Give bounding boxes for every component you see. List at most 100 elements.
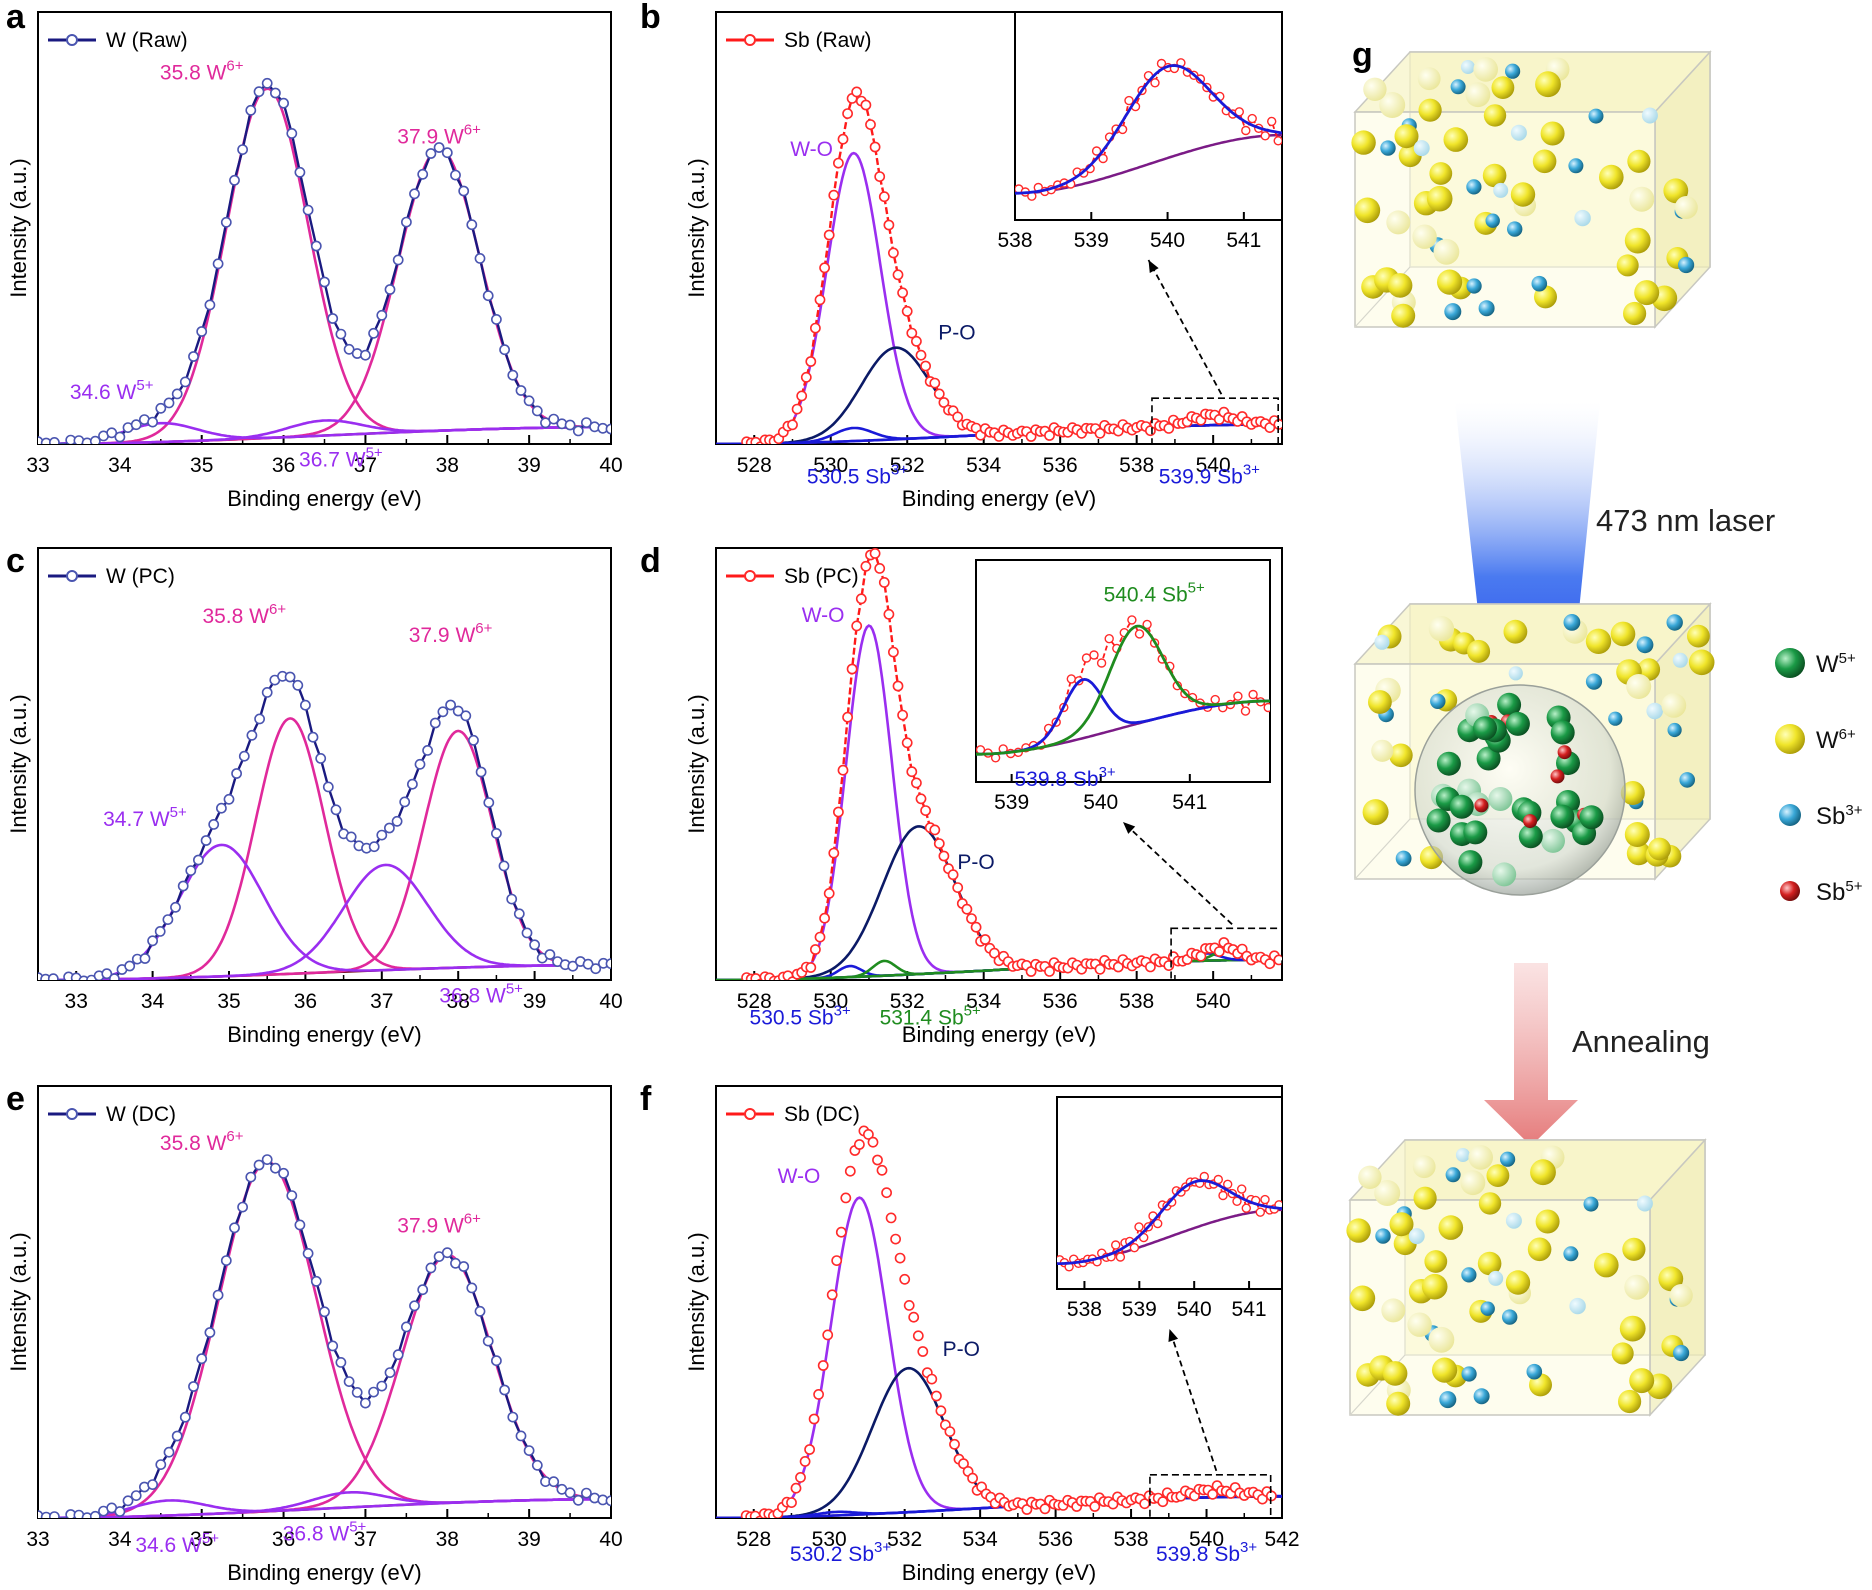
inset-raw-point bbox=[1236, 1184, 1247, 1194]
raw-point bbox=[912, 1330, 924, 1342]
inset-curves bbox=[1057, 1171, 1282, 1272]
raw-point bbox=[860, 560, 872, 572]
raw-point bbox=[78, 975, 90, 980]
raw-point bbox=[915, 793, 927, 805]
plot-frame bbox=[715, 547, 1283, 981]
inset-raw-point bbox=[1066, 674, 1077, 684]
inset-raw-point bbox=[1156, 58, 1167, 69]
sb3-atom bbox=[1500, 1151, 1516, 1167]
sb3-atom bbox=[1585, 673, 1603, 690]
sb3-atom bbox=[1646, 702, 1663, 720]
sb3-atom bbox=[1461, 1267, 1477, 1283]
raw-point bbox=[269, 1162, 281, 1174]
raw-point bbox=[351, 1387, 363, 1398]
w6-atom bbox=[1433, 238, 1460, 265]
cube-raw bbox=[1351, 50, 1712, 329]
w6-atom bbox=[1351, 130, 1376, 155]
raw-point bbox=[368, 327, 379, 339]
panel-letter-f: f bbox=[640, 1080, 652, 1118]
raw-point bbox=[548, 413, 560, 425]
annotation-label-base: 36.8 W bbox=[439, 985, 506, 1008]
x-tick-label: 530 bbox=[813, 990, 848, 1013]
annotation-label-base: 37.9 W bbox=[397, 1215, 464, 1238]
annotation-label-base: W-O bbox=[790, 138, 833, 161]
ion-legend-label: Sb5+ bbox=[1816, 878, 1863, 906]
raw-point bbox=[842, 711, 853, 723]
raw-point bbox=[400, 216, 412, 228]
x-tick-label: 534 bbox=[966, 454, 1001, 477]
raw-point bbox=[515, 385, 527, 396]
w6-atom bbox=[1477, 1251, 1502, 1276]
raw-point bbox=[466, 1282, 478, 1294]
w6-atom bbox=[1473, 57, 1498, 82]
sb3-atom bbox=[1636, 636, 1654, 654]
raw-point bbox=[920, 805, 931, 816]
raw-point bbox=[433, 142, 445, 153]
raw-point bbox=[343, 1376, 355, 1387]
w5-atom bbox=[1497, 692, 1522, 717]
raw-point bbox=[391, 815, 403, 827]
w6-atom bbox=[1483, 104, 1507, 127]
inset-raw-point bbox=[1255, 1207, 1266, 1217]
x-axis-title: Binding energy (eV) bbox=[902, 486, 1096, 511]
inset-raw-point bbox=[1098, 153, 1108, 164]
sb3-atom bbox=[1480, 1301, 1495, 1316]
raw-point bbox=[482, 1335, 494, 1347]
raw-point bbox=[322, 781, 334, 793]
w6-atom bbox=[1594, 1252, 1619, 1278]
raw-point bbox=[302, 204, 314, 216]
raw-point bbox=[897, 709, 908, 721]
raw-point bbox=[897, 287, 908, 299]
x-tick-label: 40 bbox=[599, 454, 622, 477]
x-tick-label: 36 bbox=[272, 454, 295, 477]
x-tick-label: 35 bbox=[190, 1528, 213, 1551]
chart-panel-f: f 528 530 532 534 536 538 540 542 Binding energy … bbox=[640, 1080, 1300, 1585]
raw-point bbox=[294, 1219, 306, 1231]
sb3-atom bbox=[1507, 221, 1523, 237]
raw-point bbox=[196, 1353, 208, 1365]
raw-point bbox=[890, 1233, 901, 1245]
inset-raw-point bbox=[1241, 1203, 1252, 1213]
raw-point bbox=[192, 854, 204, 866]
annotation-label-sup: 3+ bbox=[834, 1002, 851, 1019]
annotation-label-base: P-O bbox=[943, 1338, 980, 1361]
raw-point bbox=[307, 731, 319, 743]
inset-raw-point bbox=[1115, 1252, 1126, 1262]
w6-atom bbox=[1363, 77, 1387, 102]
raw-point bbox=[523, 1445, 535, 1456]
raw-point bbox=[482, 290, 494, 302]
w5-atom bbox=[1449, 794, 1474, 819]
raw-point bbox=[335, 328, 347, 340]
raw-point bbox=[57, 978, 65, 980]
w6-atom bbox=[1624, 822, 1650, 847]
w6-atom bbox=[1460, 1170, 1486, 1196]
raw-point bbox=[162, 914, 174, 925]
raw-point bbox=[822, 1329, 834, 1341]
raw-point bbox=[1094, 427, 1106, 439]
panel-letter-a: a bbox=[6, 0, 26, 36]
w6-atom bbox=[1530, 1159, 1556, 1186]
sb3-atom bbox=[1568, 158, 1584, 174]
raw-point bbox=[490, 1355, 502, 1367]
inset-raw-point bbox=[1260, 1194, 1270, 1205]
w6-atom bbox=[1381, 1298, 1406, 1323]
w6-atom bbox=[1626, 841, 1651, 866]
raw-point bbox=[935, 1405, 947, 1417]
sb3-atom bbox=[1450, 79, 1466, 95]
sb3-atom bbox=[1531, 275, 1548, 292]
raw-point bbox=[949, 1438, 960, 1450]
raw-point bbox=[605, 1495, 611, 1507]
raw-point bbox=[417, 1284, 429, 1296]
w6-atom bbox=[1362, 799, 1389, 826]
x-tick-label: 530 bbox=[812, 1528, 847, 1551]
raw-point bbox=[452, 705, 464, 717]
raw-point bbox=[441, 1247, 453, 1259]
raw-point bbox=[196, 326, 208, 337]
raw-point bbox=[49, 437, 60, 444]
raw-point bbox=[409, 1300, 420, 1312]
sb3-atom bbox=[1455, 1148, 1470, 1162]
raw-point bbox=[278, 1167, 289, 1179]
raw-point bbox=[826, 1289, 838, 1301]
raw-point bbox=[114, 1506, 126, 1517]
raw-point bbox=[605, 423, 611, 435]
